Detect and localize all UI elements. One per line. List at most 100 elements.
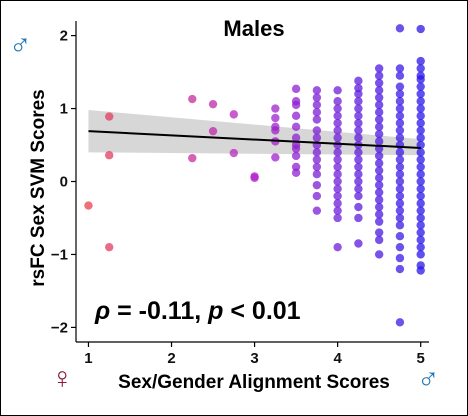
data-point	[374, 180, 384, 190]
data-point	[374, 129, 384, 139]
data-point	[312, 155, 322, 164]
data-point	[416, 75, 425, 84]
data-point	[312, 180, 322, 190]
data-point	[354, 213, 363, 223]
data-point	[395, 221, 405, 230]
data-point	[312, 148, 322, 157]
x-tick-label: 2	[167, 350, 175, 367]
data-point	[291, 162, 301, 172]
data-point	[374, 173, 384, 183]
y-tick-label: −1	[51, 246, 68, 263]
data-point	[416, 97, 425, 106]
y-tick-label: 1	[60, 101, 68, 118]
data-point	[395, 199, 405, 208]
data-point	[354, 104, 363, 113]
data-point	[374, 107, 384, 117]
data-point	[374, 210, 384, 219]
data-point	[312, 162, 322, 172]
confidence-band	[88, 110, 421, 156]
data-point	[333, 148, 342, 157]
data-point	[354, 76, 363, 86]
data-point	[271, 113, 280, 123]
data-point	[312, 93, 322, 102]
data-point	[354, 191, 363, 201]
data-point	[416, 64, 425, 73]
data-point	[416, 250, 425, 259]
data-point	[354, 155, 363, 164]
data-point	[395, 133, 405, 142]
data-point	[416, 184, 425, 193]
data-point	[354, 126, 363, 135]
data-point	[416, 111, 425, 121]
data-point	[416, 126, 425, 135]
data-point	[374, 250, 384, 259]
data-point	[395, 111, 405, 121]
data-point	[416, 266, 425, 275]
data-point	[395, 24, 405, 33]
data-point	[354, 97, 363, 106]
x-tick-label: 1	[84, 350, 92, 367]
data-point	[416, 148, 425, 157]
data-point	[416, 191, 425, 201]
rho-value: = -0.11,	[110, 297, 208, 325]
data-point	[374, 188, 384, 197]
data-point	[208, 99, 218, 109]
data-point	[395, 162, 405, 172]
data-point	[188, 153, 197, 163]
data-point	[374, 122, 384, 131]
y-tick-label: 2	[60, 28, 68, 45]
data-point	[374, 115, 384, 124]
data-point	[188, 94, 197, 104]
data-point	[395, 64, 405, 73]
x-tick-label: 3	[250, 350, 258, 367]
data-point	[229, 110, 239, 119]
y-axis-title: rsFC Sex SVM Scores	[28, 89, 49, 286]
data-point	[312, 86, 322, 95]
data-point	[416, 104, 425, 113]
x-tick-label: 4	[333, 350, 342, 367]
data-point	[395, 177, 405, 186]
data-point	[395, 104, 405, 113]
data-point	[374, 228, 384, 237]
data-point	[395, 242, 405, 252]
data-point	[333, 199, 342, 208]
data-point	[416, 206, 425, 215]
data-point	[333, 177, 342, 186]
data-point	[333, 111, 342, 121]
data-point	[105, 242, 114, 252]
data-point	[291, 111, 301, 121]
data-point	[105, 151, 114, 160]
data-point	[416, 56, 425, 66]
data-point	[354, 239, 363, 248]
data-point	[416, 162, 425, 172]
data-point	[354, 162, 363, 172]
data-point	[312, 133, 322, 142]
data-point	[395, 148, 405, 157]
data-point	[312, 126, 322, 135]
data-point	[354, 202, 363, 212]
data-point	[374, 195, 384, 204]
data-point	[354, 170, 363, 179]
data-point	[416, 213, 425, 223]
data-point	[374, 100, 384, 110]
data-point	[416, 89, 425, 99]
data-point	[333, 97, 342, 106]
data-point	[395, 191, 405, 201]
data-point	[312, 206, 322, 215]
data-point	[395, 126, 405, 135]
data-point	[333, 242, 342, 252]
data-point	[333, 155, 342, 164]
data-point	[416, 228, 425, 237]
data-point	[312, 170, 322, 179]
data-point	[333, 126, 342, 135]
data-point	[416, 133, 425, 142]
data-point	[395, 184, 405, 193]
data-point	[395, 318, 405, 327]
data-point	[333, 184, 342, 193]
data-point	[395, 206, 405, 215]
data-point	[374, 86, 384, 95]
data-point	[333, 191, 342, 201]
data-point	[354, 133, 363, 142]
regression-line	[88, 130, 421, 149]
data-point	[416, 118, 425, 128]
